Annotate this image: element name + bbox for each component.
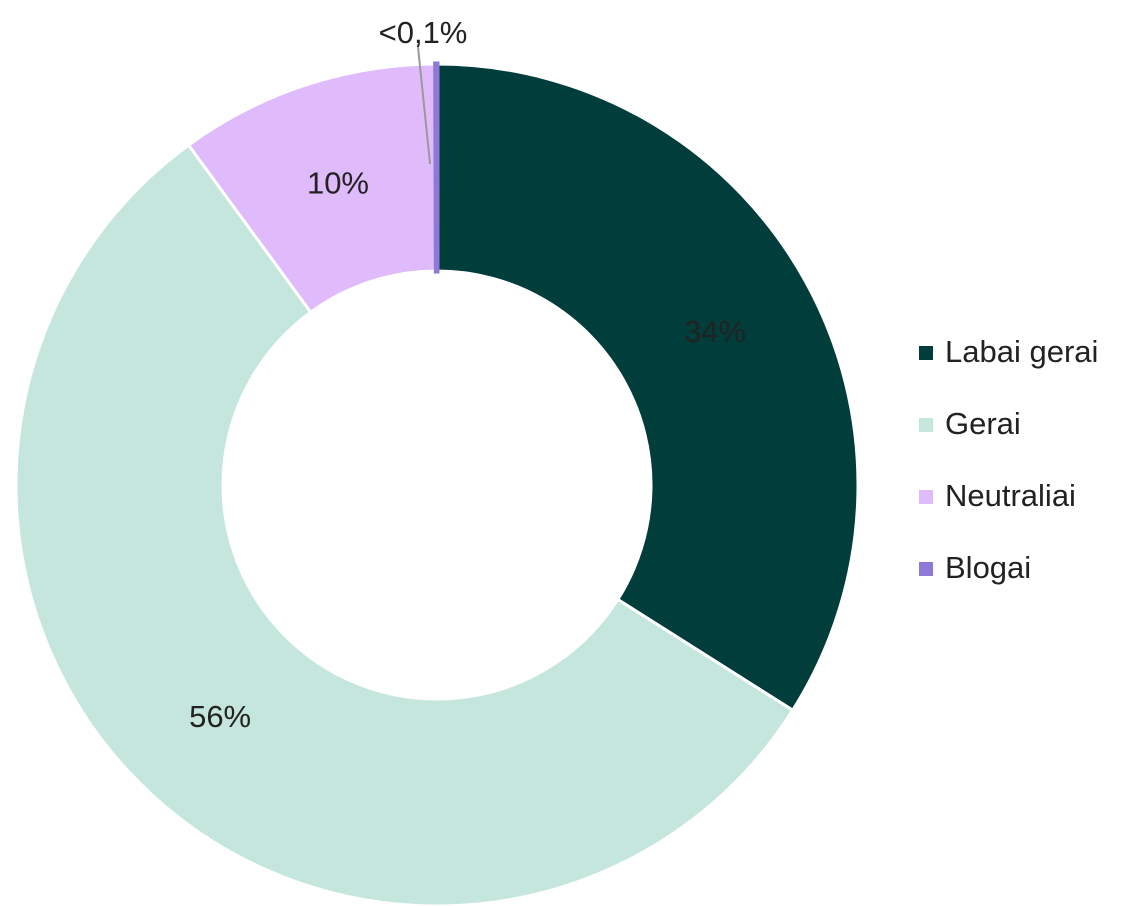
legend-swatch: [919, 490, 933, 504]
legend-label: Neutraliai: [945, 478, 1076, 513]
legend-swatch: [919, 346, 933, 360]
data-label: 34%: [684, 314, 746, 349]
legend-label: Gerai: [945, 406, 1021, 441]
legend-label: Blogai: [945, 550, 1031, 585]
data-label: <0,1%: [379, 15, 468, 50]
leader-line: [416, 43, 432, 165]
data-label: 10%: [307, 166, 369, 201]
data-label: 56%: [189, 699, 251, 734]
donut-slice: [435, 62, 860, 713]
legend-swatch: [919, 562, 933, 576]
legend-label: Labai gerai: [945, 334, 1098, 369]
legend-swatch: [919, 418, 933, 432]
donut-slice: [433, 61, 440, 274]
